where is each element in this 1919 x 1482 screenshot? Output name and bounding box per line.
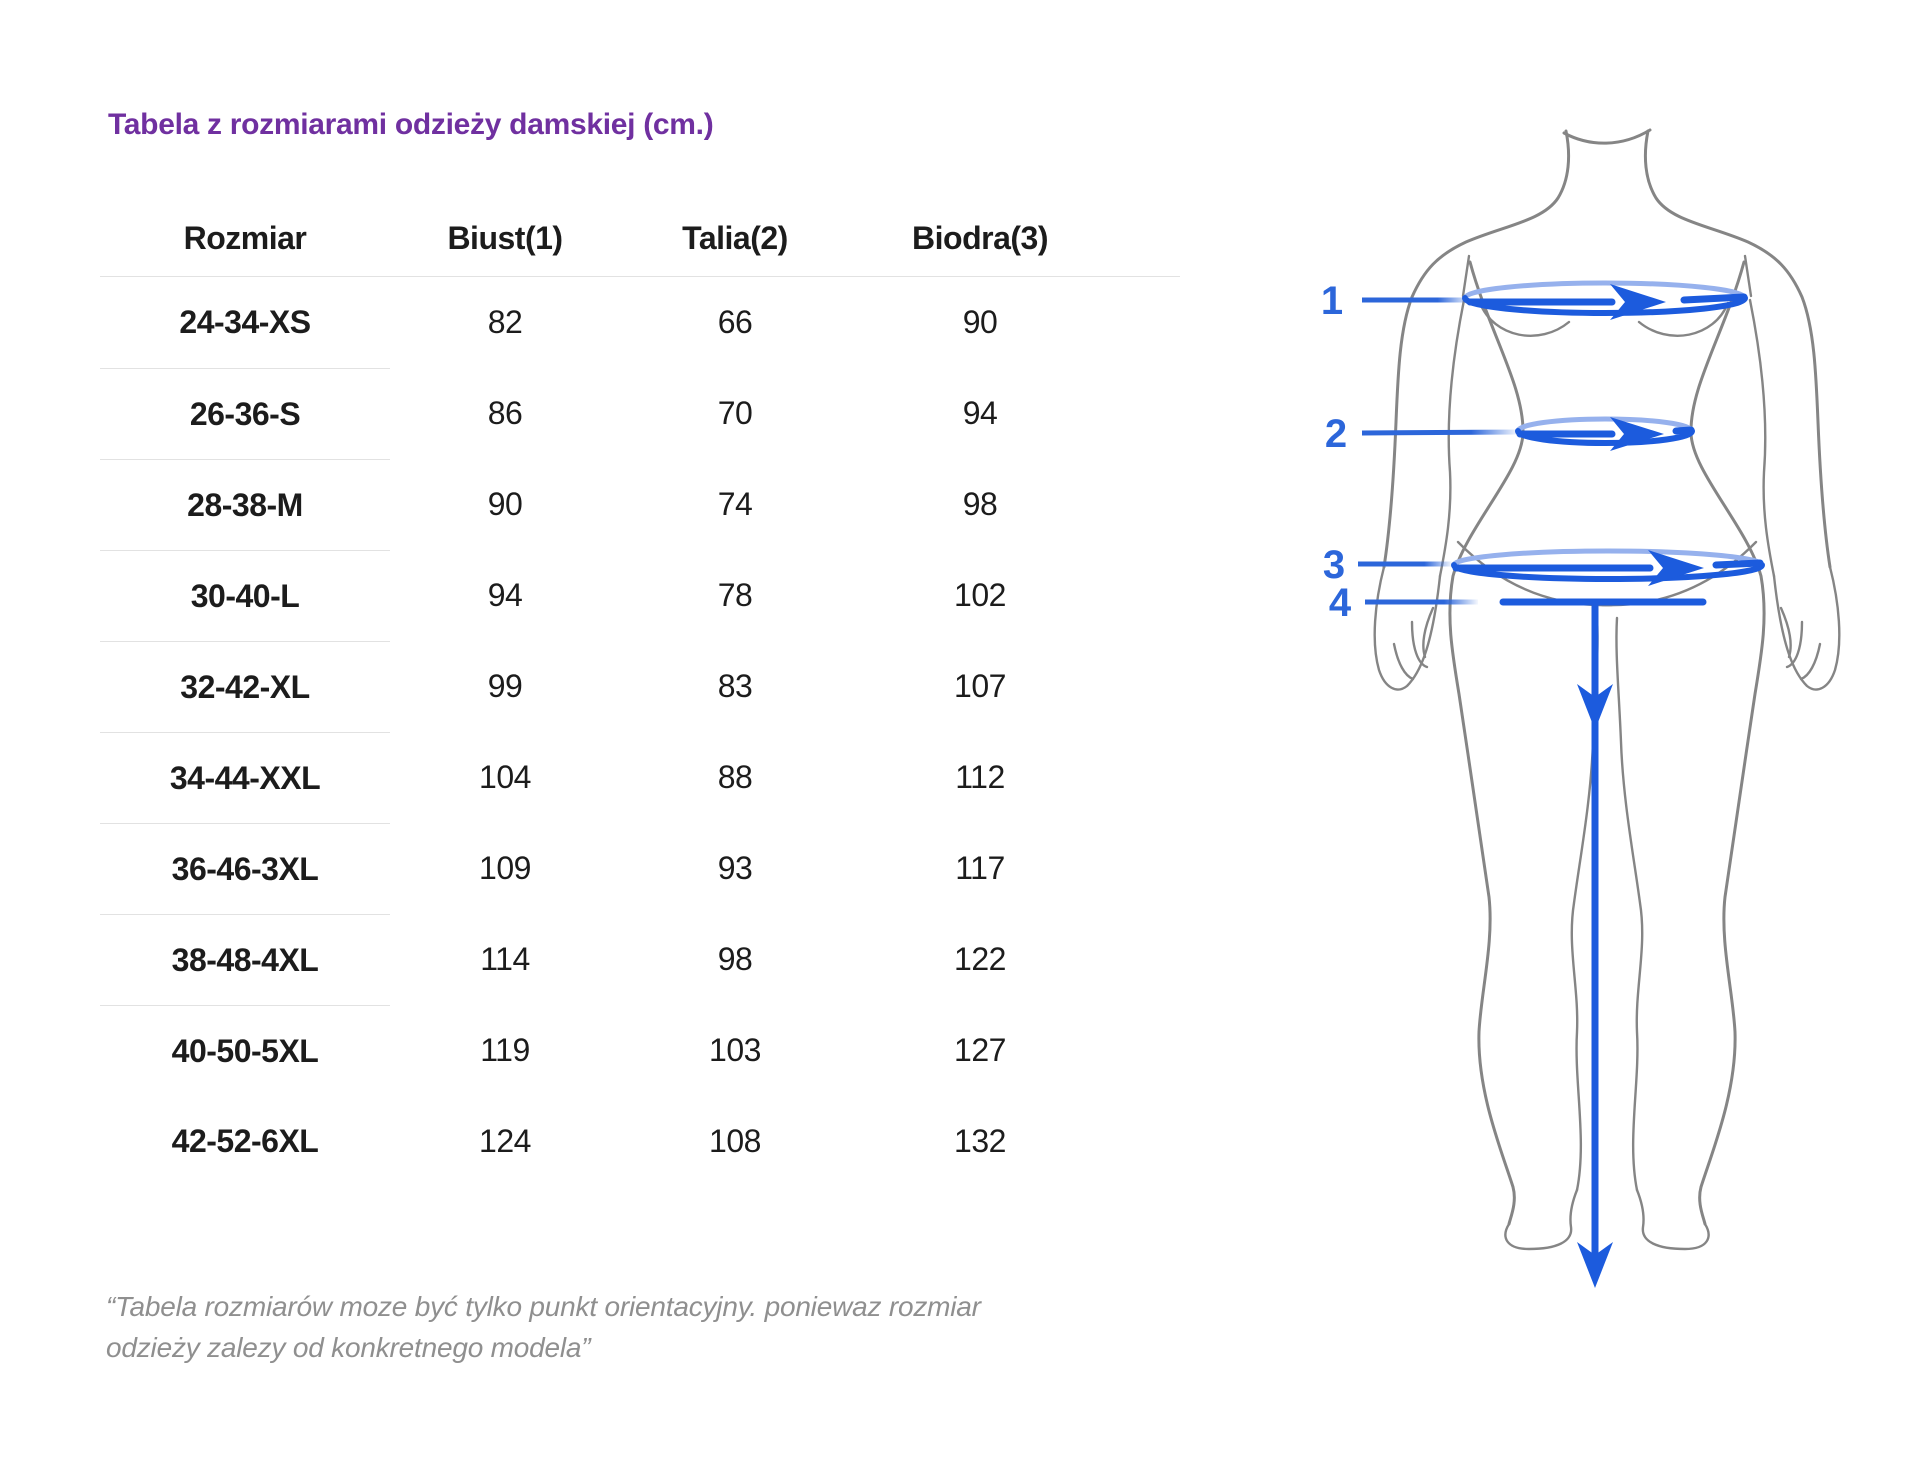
table-body: 24-34-XS 82 66 90 26-36-S 86 70 94 28-38… (100, 277, 1180, 1187)
hips-cell: 98 (962, 486, 998, 522)
bust-right-segment (1680, 293, 1748, 304)
bust-cell: 109 (479, 850, 531, 886)
right-hand (1772, 565, 1841, 691)
right-inner-arm (1748, 298, 1776, 578)
waist-cell: 98 (717, 941, 753, 977)
waist-cell: 108 (709, 1123, 761, 1159)
right-inner-leg (1615, 616, 1644, 1192)
size-cell: 32-42-XL (100, 641, 390, 732)
table-row: 24-34-XS 82 66 90 (100, 277, 1180, 368)
col-header-waist: Talia(2) (682, 219, 788, 256)
table-row: 26-36-S 86 70 94 (100, 368, 1180, 459)
bust-cell: 124 (479, 1123, 531, 1159)
left-hand (1373, 565, 1442, 691)
hips-cell: 127 (954, 1032, 1006, 1068)
marker-label-2: 2 (1325, 412, 1347, 456)
neckline (1562, 128, 1652, 145)
waist-cell: 88 (717, 759, 753, 795)
inner-leg-bottom-arrowhead (1577, 1242, 1613, 1288)
size-cell: 42-52-6XL (171, 1123, 319, 1159)
size-cell: 40-50-5XL (100, 1005, 390, 1096)
left-hand-fingers (1392, 606, 1435, 681)
table-row: 32-42-XL 99 83 107 (100, 641, 1180, 732)
marker-label-4: 4 (1329, 581, 1352, 625)
inner-leg-mid-arrowhead (1577, 684, 1613, 730)
right-torso-leg-outline (1689, 260, 1766, 1226)
table-row: 38-48-4XL 114 98 122 (100, 914, 1180, 1005)
bust-cell: 94 (487, 577, 523, 613)
waist-cell: 78 (717, 577, 753, 613)
waist-cell: 103 (709, 1032, 761, 1068)
bust-cell: 104 (479, 759, 531, 795)
waist-arrowhead (1610, 417, 1664, 451)
waist-cell: 66 (717, 304, 753, 340)
right-hand-fingers (1779, 606, 1822, 681)
size-cell: 38-48-4XL (100, 914, 390, 1005)
hips-cell: 94 (962, 395, 998, 431)
table-row: 36-46-3XL 109 93 117 (100, 823, 1180, 914)
measurement-overlays: 1 2 3 4 (1321, 279, 1765, 1288)
size-cell: 34-44-XXL (100, 732, 390, 823)
size-cell: 30-40-L (100, 550, 390, 641)
marker-label-1: 1 (1321, 279, 1343, 323)
waist-cell: 70 (717, 395, 753, 431)
footnote-line-2: odzieży zalezy od konkretnego modela” (106, 1332, 591, 1363)
size-cell: 28-38-M (100, 459, 390, 550)
right-foot (1635, 1188, 1710, 1251)
left-foot (1504, 1188, 1579, 1251)
hips-cell: 132 (954, 1123, 1006, 1159)
hips-arrowhead (1648, 550, 1704, 586)
size-table: Rozmiar Biust(1) Talia(2) Biodra(3) 24-3… (100, 200, 1180, 1187)
waist-cell: 93 (717, 850, 753, 886)
table-row: 28-38-M 90 74 98 (100, 459, 1180, 550)
size-cell: 36-46-3XL (100, 823, 390, 914)
waist-cell: 74 (717, 486, 753, 522)
bust-cell: 99 (487, 668, 523, 704)
hips-right-segment (1712, 559, 1764, 569)
size-cell: 24-34-XS (179, 304, 311, 340)
col-header-bust: Biust(1) (447, 219, 563, 256)
left-strap-mark (1461, 254, 1471, 298)
bust-cell: 82 (487, 304, 523, 340)
left-torso-leg-outline (1448, 260, 1525, 1226)
bust-arrowhead (1610, 284, 1666, 320)
hips-cell: 122 (954, 941, 1006, 977)
bust-cell: 119 (480, 1032, 530, 1068)
size-cell: 26-36-S (100, 368, 390, 459)
left-breast-curve (1478, 301, 1571, 337)
right-strap-mark (1743, 254, 1753, 298)
waist-cell: 83 (717, 668, 753, 704)
table-row: 34-44-XXL 104 88 112 (100, 732, 1180, 823)
page-title: Tabela z rozmiarami odzieży damskiej (cm… (108, 108, 714, 141)
waist-right-segment (1672, 426, 1695, 435)
table-row: 40-50-5XL 119 103 127 (100, 1005, 1180, 1096)
hips-cell: 102 (954, 577, 1006, 613)
body-measurement-diagram: 1 2 3 4 (1321, 128, 1841, 1288)
hips-cell: 117 (955, 850, 1005, 886)
left-inner-arm (1438, 298, 1466, 578)
footnote-line-1: “Tabela rozmiarów moze być tylko punkt o… (106, 1291, 981, 1322)
bust-cell: 86 (487, 395, 523, 431)
right-shoulder-arm-outline (1643, 129, 1832, 569)
table-header-row: Rozmiar Biust(1) Talia(2) Biodra(3) (100, 200, 1180, 277)
right-breast-curve (1637, 301, 1730, 337)
waist-leader-line (1361, 429, 1519, 436)
table-row: 30-40-L 94 78 102 (100, 550, 1180, 641)
hips-cell: 107 (954, 668, 1006, 704)
marker-label-3: 3 (1323, 543, 1345, 587)
hips-cell: 90 (962, 304, 998, 340)
bust-cell: 114 (480, 941, 530, 977)
col-header-hips: Biodra(3) (912, 219, 1048, 256)
left-shoulder-arm-outline (1382, 129, 1571, 569)
hips-cell: 112 (955, 759, 1005, 795)
footnote: “Tabela rozmiarów moze być tylko punkt o… (106, 1286, 1066, 1368)
bust-cell: 90 (487, 486, 523, 522)
col-header-size: Rozmiar (183, 219, 307, 256)
table-row: 42-52-6XL 124 108 132 (100, 1096, 1180, 1187)
